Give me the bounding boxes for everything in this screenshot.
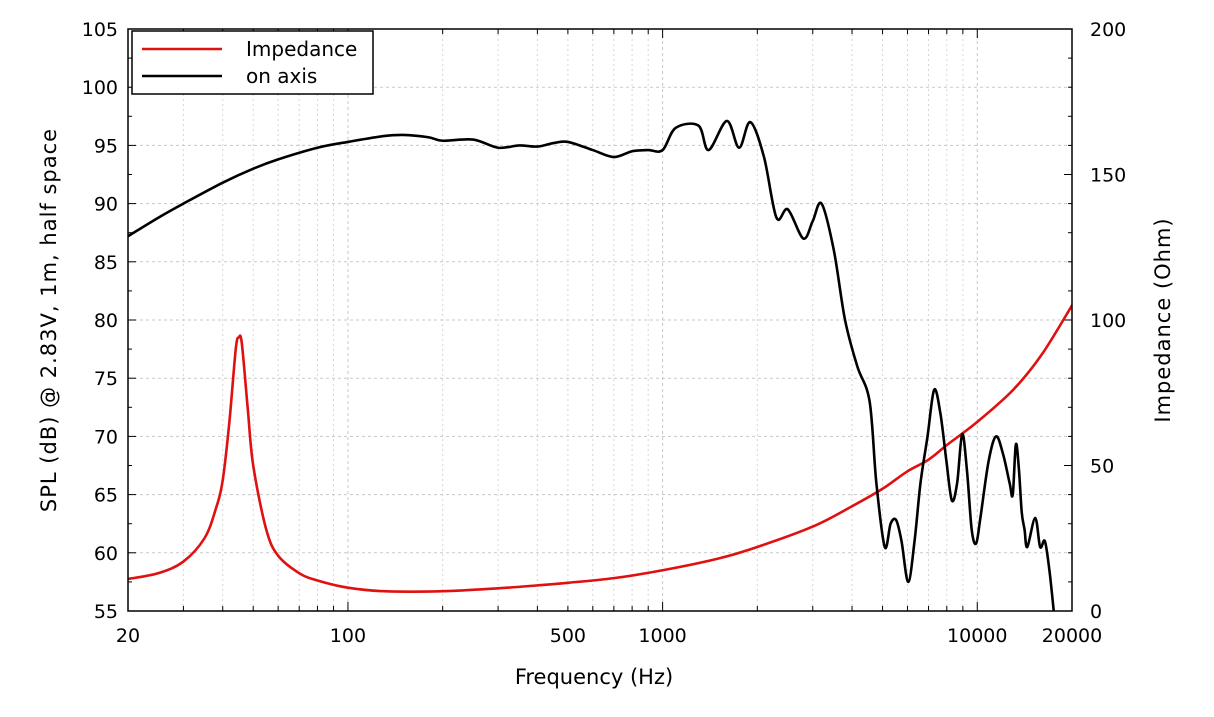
x-tick-label: 20 xyxy=(116,625,140,647)
legend-label-on-axis: on axis xyxy=(246,64,317,88)
y-left-tick-label: 70 xyxy=(94,426,118,448)
legend-box xyxy=(131,30,374,95)
y-left-tick-label: 60 xyxy=(94,543,118,565)
y-right-axis-title: Impedance (Ohm) xyxy=(1151,217,1175,422)
x-tick-label: 20000 xyxy=(1042,625,1102,647)
y-left-tick-label: 95 xyxy=(94,135,118,157)
y-left-tick-label: 75 xyxy=(94,368,118,390)
y-left-tick-label: 65 xyxy=(94,485,118,507)
tick-labels: 55 60 65 70 75 80 85 90 95 100 105 0 50 100 150 200 20 10… xyxy=(82,19,1127,647)
series-layer xyxy=(128,119,1072,611)
y-left-axis-title: SPL (dB) @ 2.83V, 1m, half space xyxy=(37,128,61,512)
y-right-tick-label: 200 xyxy=(1090,19,1126,41)
x-tick-label: 1000 xyxy=(638,625,686,647)
y-left-tick-label: 55 xyxy=(94,601,118,623)
tick-marks xyxy=(128,28,1072,612)
x-tick-label: 500 xyxy=(550,625,586,647)
y-right-tick-label: 50 xyxy=(1090,456,1114,478)
grid xyxy=(128,29,1072,611)
x-tick-label: 10000 xyxy=(947,625,1007,647)
plot-frame xyxy=(127,28,1073,612)
x-tick-label: 100 xyxy=(330,625,366,647)
y-left-tick-label: 90 xyxy=(94,194,118,216)
y-left-tick-label: 100 xyxy=(82,77,118,99)
y-left-tick-label: 80 xyxy=(94,310,118,332)
legend-label-impedance: Impedance xyxy=(246,37,357,61)
series-line-on-axis xyxy=(128,119,1056,611)
y-left-tick-label: 85 xyxy=(94,252,118,274)
y-right-tick-label: 150 xyxy=(1090,165,1126,187)
series-line-impedance xyxy=(128,304,1072,593)
y-right-tick-label: 100 xyxy=(1090,310,1126,332)
legend: Impedance on axis xyxy=(131,30,374,95)
y-right-tick-label: 0 xyxy=(1090,601,1102,623)
y-left-tick-label: 105 xyxy=(82,19,118,41)
x-axis-title: Frequency (Hz) xyxy=(515,665,673,689)
